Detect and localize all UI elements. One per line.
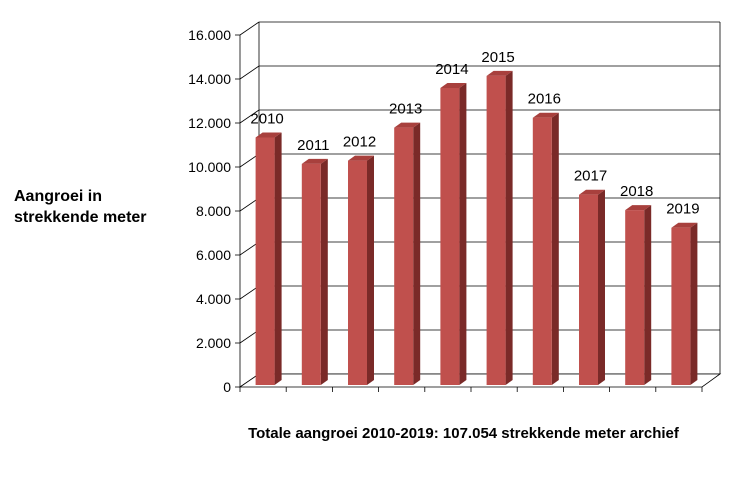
bar-front bbox=[579, 194, 598, 385]
y-axis-label: Aangroei in strekkende meter bbox=[14, 186, 174, 228]
y-tick-label: 8.000 bbox=[196, 203, 231, 219]
bar-top bbox=[348, 155, 374, 161]
data-label: 2013 bbox=[389, 101, 422, 118]
bar-front bbox=[440, 88, 460, 385]
bar-2010 bbox=[255, 132, 282, 385]
bar-front bbox=[301, 163, 321, 385]
y-tick-labels: 0 2.000 4.000 6.000 8.000 10.000 12.000 14.000 1… bbox=[188, 27, 231, 395]
y-axis-label-line-1: Aangroei in bbox=[14, 188, 103, 205]
bar-side bbox=[505, 70, 513, 386]
bar-2015 bbox=[486, 70, 513, 386]
y-tick-label: 14.000 bbox=[188, 71, 231, 87]
bar-front bbox=[671, 227, 691, 385]
y-tick-label: 12.000 bbox=[188, 115, 231, 131]
y-tick-label: 4.000 bbox=[196, 291, 231, 307]
bar-2012 bbox=[348, 155, 374, 385]
bar-top bbox=[532, 112, 559, 118]
bar-front bbox=[255, 137, 275, 385]
bar-top bbox=[255, 132, 282, 138]
y-axis-label-line-2: strekkende meter bbox=[14, 209, 147, 226]
data-label: 2010 bbox=[250, 111, 283, 128]
bar-side bbox=[459, 83, 467, 385]
bar-front bbox=[532, 117, 552, 385]
bar-top bbox=[440, 83, 467, 88]
bar-top bbox=[486, 70, 513, 76]
bar-top bbox=[625, 205, 652, 211]
bar-side bbox=[274, 132, 282, 385]
bar-2016 bbox=[532, 112, 559, 385]
y-tick-label: 2.000 bbox=[196, 335, 231, 351]
bar-side bbox=[413, 122, 421, 385]
bar-side bbox=[690, 222, 698, 385]
bar-side bbox=[320, 158, 328, 385]
data-label: 2019 bbox=[666, 201, 699, 218]
bars bbox=[255, 70, 698, 386]
data-label: 2012 bbox=[343, 134, 376, 151]
bar-2019 bbox=[671, 222, 698, 385]
bar-side bbox=[551, 112, 559, 385]
y-tick-label: 6.000 bbox=[196, 247, 231, 263]
y-tick-label: 10.000 bbox=[188, 159, 231, 175]
bar-side bbox=[598, 189, 605, 385]
data-labels: 2010 2011 2012 2013 2014 2015 2016 2017 2018 2019 bbox=[250, 49, 699, 218]
bar-2018 bbox=[625, 205, 652, 385]
bar-top bbox=[301, 158, 328, 164]
bar-top bbox=[394, 122, 421, 128]
data-label: 2015 bbox=[481, 49, 514, 66]
x-axis-label: Totale aangroei 2010-2019: 107.054 strek… bbox=[248, 425, 679, 442]
bar-2017 bbox=[579, 189, 605, 385]
bar-front bbox=[625, 210, 645, 385]
bar-side bbox=[644, 205, 652, 385]
bar-2013 bbox=[394, 122, 421, 385]
bar-2014 bbox=[440, 83, 467, 385]
bar-top bbox=[671, 222, 698, 228]
bar-front bbox=[394, 127, 414, 385]
bar-front bbox=[486, 75, 506, 386]
bar-top bbox=[579, 189, 605, 195]
bar-side bbox=[367, 155, 374, 385]
bar-2011 bbox=[301, 158, 328, 385]
bar-front bbox=[348, 160, 367, 385]
gridline-side bbox=[239, 21, 260, 36]
y-tick-label: 0 bbox=[223, 379, 231, 395]
gridline-side bbox=[239, 109, 260, 124]
data-label: 2018 bbox=[620, 183, 653, 200]
data-label: 2017 bbox=[574, 168, 607, 185]
data-label: 2011 bbox=[297, 137, 329, 154]
gridline-side bbox=[239, 65, 260, 80]
y-tick-label: 16.000 bbox=[188, 27, 231, 43]
data-label: 2016 bbox=[528, 91, 561, 108]
data-label: 2014 bbox=[435, 61, 468, 78]
